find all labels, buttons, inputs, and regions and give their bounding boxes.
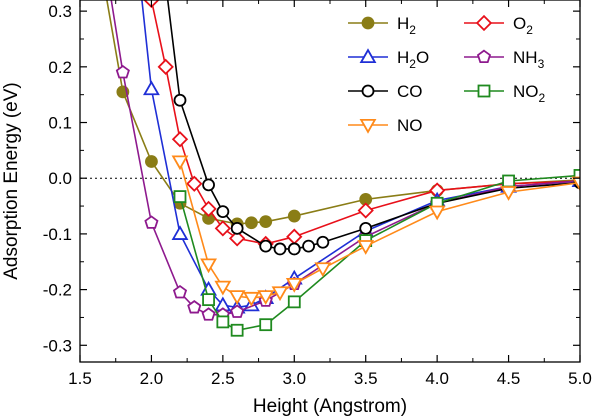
- legend-marker: [361, 84, 375, 98]
- legend-item-nh3: NH3: [464, 48, 545, 71]
- data-point-no2: [573, 169, 580, 182]
- data-point-nh3: [230, 304, 245, 318]
- legend-marker: [476, 49, 492, 64]
- data-point-nh3: [201, 307, 216, 321]
- data-point-co: [216, 205, 230, 219]
- x-tick-label: 5.0: [568, 369, 592, 388]
- y-tick-label: 0.2: [48, 58, 72, 77]
- legend-item-no: NO: [348, 116, 423, 135]
- data-point-h2: [245, 216, 258, 230]
- data-point-nh3: [115, 64, 130, 79]
- data-point-o2: [228, 230, 246, 247]
- legend-label: H2: [397, 14, 416, 37]
- data-point-co: [316, 235, 330, 249]
- data-point-h2: [145, 155, 158, 168]
- data-point-nh3: [187, 299, 202, 314]
- x-axis-title: Height (Angstrom): [253, 396, 407, 417]
- y-tick-label: 0.0: [48, 169, 72, 188]
- legend-item-o2: O2: [464, 14, 533, 37]
- legend-marker: [361, 16, 375, 30]
- data-point-h2: [259, 215, 273, 229]
- data-point-o2: [200, 200, 217, 217]
- data-point-no: [428, 205, 446, 221]
- data-point-no: [214, 280, 232, 296]
- y-tick-label: 0.1: [48, 114, 72, 133]
- legend-label: O2: [513, 14, 533, 37]
- data-point-no: [171, 155, 189, 171]
- data-point-o2: [186, 175, 203, 192]
- data-point-no: [285, 277, 303, 293]
- data-point-o2: [214, 220, 232, 237]
- legend-marker: [359, 48, 377, 64]
- data-point-co: [259, 239, 273, 253]
- x-tick-label: 2.0: [140, 369, 164, 388]
- data-point-no2: [287, 295, 301, 309]
- data-point-no: [500, 186, 517, 201]
- y-tick-label: -0.1: [43, 225, 72, 244]
- data-point-no: [200, 258, 217, 274]
- data-point-no: [314, 262, 332, 278]
- data-point-h2o: [171, 225, 189, 240]
- x-tick-label: 3.5: [354, 369, 378, 388]
- data-point-no: [243, 291, 260, 307]
- data-point-no: [228, 290, 246, 305]
- x-tick-label: 3.0: [282, 369, 306, 388]
- data-point-h2o: [143, 80, 160, 96]
- data-point-no: [357, 240, 375, 255]
- legend-marker: [477, 84, 491, 98]
- legend-label: CO: [397, 82, 423, 101]
- legend-item-h2: H2: [348, 14, 416, 37]
- data-point-no2: [259, 318, 273, 332]
- series-co: [166, 0, 580, 256]
- data-point-co: [287, 242, 301, 256]
- data-point-no2: [173, 190, 187, 203]
- x-tick-label: 4.0: [425, 369, 449, 388]
- data-point-no: [257, 290, 275, 305]
- legend: H2 H2O CO NO O2 NH3 NO2: [348, 14, 546, 135]
- data-point-no2: [216, 315, 230, 329]
- series-line-no2: [179, 174, 580, 332]
- y-tick-label: -0.2: [43, 281, 72, 300]
- y-tick-label: 0.3: [48, 2, 72, 21]
- data-point-o2: [157, 58, 174, 75]
- legend-item-no2: NO2: [464, 82, 546, 105]
- data-point-co: [230, 221, 244, 235]
- legend-item-h2o: H2O: [348, 48, 429, 71]
- data-point-o2: [286, 228, 303, 245]
- legend-label: NO: [397, 116, 423, 135]
- data-point-no2: [502, 174, 515, 188]
- y-axis-title: Adsorption Energy (eV): [1, 82, 22, 280]
- data-point-co: [173, 93, 187, 107]
- legend-marker: [475, 14, 493, 32]
- legend-marker: [359, 118, 377, 134]
- data-point-nh3: [172, 284, 188, 299]
- legend-label: NO2: [513, 82, 546, 105]
- series-no: [171, 155, 580, 307]
- data-point-co: [202, 178, 215, 192]
- data-point-no: [571, 176, 580, 192]
- data-point-o2: [357, 202, 374, 219]
- data-point-co: [273, 242, 287, 256]
- x-tick-label: 1.5: [68, 369, 92, 388]
- data-point-o2: [171, 131, 189, 148]
- data-point-no2: [230, 323, 244, 337]
- legend-label: H2O: [397, 48, 429, 71]
- data-point-co: [302, 239, 315, 253]
- legend-label: NH3: [513, 48, 545, 71]
- data-point-co: [359, 221, 373, 235]
- x-tick-label: 2.5: [211, 369, 235, 388]
- y-tick-label: -0.3: [43, 336, 72, 355]
- legend-item-co: CO: [348, 82, 423, 101]
- data-point-no2: [202, 293, 215, 307]
- data-point-no: [271, 286, 289, 302]
- x-tick-label: 4.5: [497, 369, 521, 388]
- data-point-h2: [287, 209, 301, 223]
- data-point-nh3: [144, 215, 159, 229]
